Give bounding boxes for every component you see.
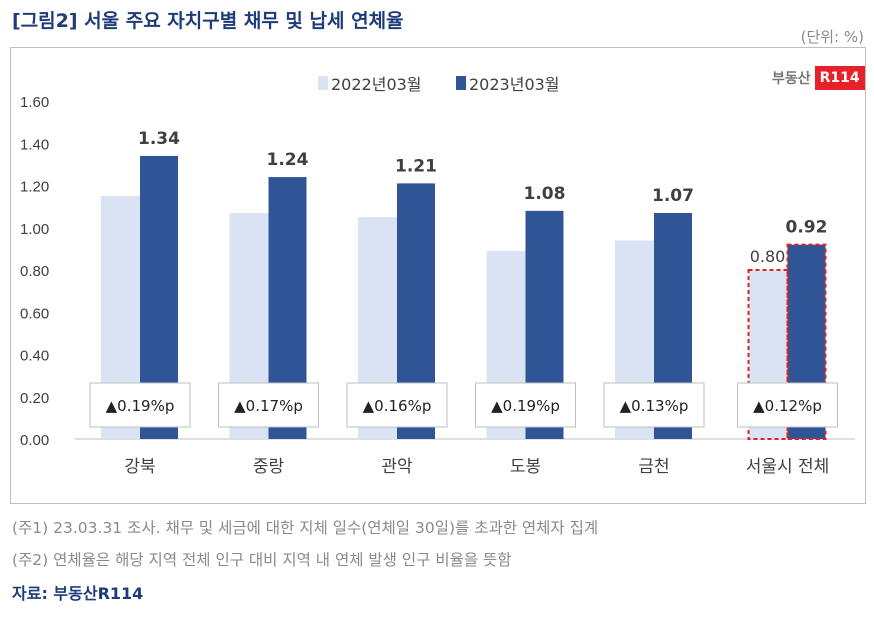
change-label: ▲0.13%p bbox=[620, 397, 689, 415]
note-1: (주1) 23.03.31 조사. 채무 및 세금에 대한 지체 일수(연체일 … bbox=[12, 519, 599, 537]
change-box bbox=[218, 382, 319, 428]
x-tick-label: 관악 bbox=[381, 457, 413, 477]
change-box bbox=[89, 382, 191, 428]
y-tick-label: 0.00 bbox=[20, 432, 49, 449]
data-label-2023: 1.07 bbox=[652, 186, 694, 206]
data-label-2023: 1.24 bbox=[267, 150, 309, 170]
x-tick-label: 중랑 bbox=[253, 457, 285, 477]
y-tick-label: 1.00 bbox=[20, 221, 49, 238]
y-tick-label: 0.20 bbox=[20, 390, 49, 407]
highlight-box-2023 bbox=[786, 243, 827, 440]
y-tick-label: 0.40 bbox=[20, 348, 49, 365]
data-label-2023: 0.92 bbox=[786, 218, 828, 238]
logo: 부동산 R114 bbox=[772, 66, 865, 90]
change-box bbox=[737, 382, 838, 428]
data-label-2022: 0.80 bbox=[750, 247, 786, 266]
y-tick-label: 1.60 bbox=[20, 94, 49, 111]
change-label: ▲0.19%p bbox=[491, 397, 560, 415]
y-tick-label: 1.20 bbox=[20, 179, 49, 196]
change-label: ▲0.19%p bbox=[106, 397, 175, 415]
data-label-2023: 1.08 bbox=[524, 184, 566, 204]
y-tick-label: 0.60 bbox=[20, 305, 49, 322]
x-tick-label: 강북 bbox=[124, 457, 155, 477]
legend-swatch bbox=[456, 76, 466, 90]
x-tick-label: 금천 bbox=[638, 457, 669, 477]
chart-frame bbox=[10, 47, 866, 504]
highlight-box-2022 bbox=[747, 269, 789, 440]
unit-label: (단위: %) bbox=[800, 28, 864, 46]
change-label: ▲0.16%p bbox=[363, 397, 432, 415]
change-box bbox=[475, 382, 576, 428]
data-label-2023: 1.34 bbox=[138, 129, 180, 149]
change-box bbox=[346, 382, 448, 428]
change-box bbox=[603, 382, 705, 428]
legend-swatch bbox=[318, 76, 328, 90]
note-2: (주2) 연체율은 해당 지역 전체 인구 대비 지역 내 연체 발생 인구 비… bbox=[12, 551, 512, 569]
y-tick-label: 0.80 bbox=[20, 263, 49, 280]
data-label-2023: 1.21 bbox=[395, 156, 437, 176]
legend-label: 2022년03월 bbox=[331, 75, 422, 94]
logo-badge: R114 bbox=[814, 66, 865, 90]
x-tick-label: 도봉 bbox=[510, 457, 541, 477]
y-tick-label: 1.40 bbox=[20, 136, 49, 153]
x-tick-label: 서울시 전체 bbox=[746, 457, 830, 477]
logo-text: 부동산 bbox=[772, 71, 811, 87]
source: 자료: 부동산R114 bbox=[12, 584, 144, 603]
change-label: ▲0.12%p bbox=[753, 397, 822, 415]
chart-title: [그림2] 서울 주요 자치구별 채무 및 납세 연체율 bbox=[12, 10, 404, 32]
change-label: ▲0.17%p bbox=[234, 397, 303, 415]
legend-label: 2023년03월 bbox=[469, 75, 560, 94]
